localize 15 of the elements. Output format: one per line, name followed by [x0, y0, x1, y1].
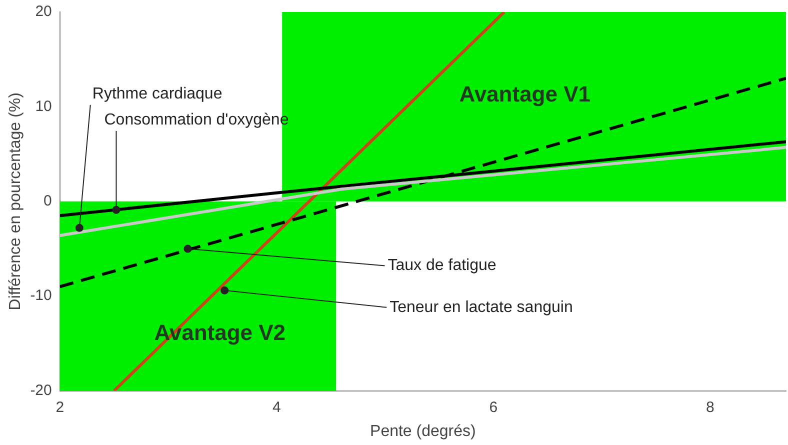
y-tick-label: 0	[44, 192, 52, 210]
x-tick-label: 8	[706, 398, 714, 416]
y-axis-title: Différence en pourcentage (%)	[7, 92, 24, 310]
annotation: Rythme cardiaque	[92, 85, 222, 102]
x-tick-label: 6	[489, 398, 498, 416]
y-tick-label: -10	[30, 287, 52, 304]
y-tick-label: 20	[35, 3, 52, 20]
annotation: Avantage V1	[459, 81, 590, 106]
x-tick-label: 4	[272, 398, 281, 416]
annotation: Teneur en lactate sanguin	[390, 298, 573, 316]
y-tick-label: 10	[35, 98, 52, 115]
y-tick-label: -20	[30, 382, 52, 399]
annotation: Taux de fatigue	[388, 257, 496, 274]
x-axis-title: Pente (degrés)	[370, 422, 476, 440]
x-tick-label: 2	[56, 398, 64, 416]
